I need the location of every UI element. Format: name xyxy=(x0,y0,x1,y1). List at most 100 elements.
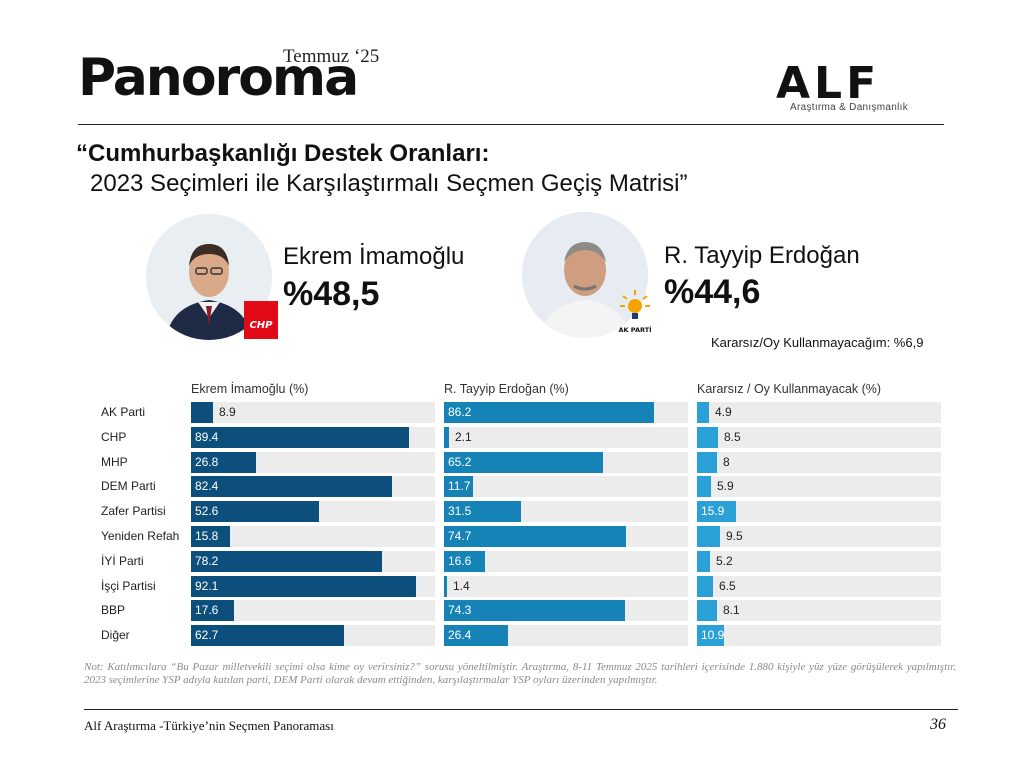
bar xyxy=(444,426,449,448)
bar xyxy=(191,600,234,622)
bar xyxy=(697,600,717,622)
candidate-name-imamoglu: Ekrem İmamoğlu xyxy=(283,243,465,270)
bar-value-label: 65.2 xyxy=(448,454,472,469)
page-subtitle: 2023 Seçimleri ile Karşılaştırmalı Seçme… xyxy=(90,170,688,197)
erdogan-portrait xyxy=(522,212,648,338)
issue-date: Temmuz ‘25 xyxy=(283,46,380,67)
bar xyxy=(697,501,736,523)
bar-track: 1.4 xyxy=(444,575,688,597)
bar xyxy=(697,426,718,448)
bar xyxy=(444,600,625,622)
bar-value-label: 9.5 xyxy=(726,529,743,543)
bar-track: 78.2 xyxy=(191,550,435,572)
page-number: 36 xyxy=(930,716,946,733)
bar-value-label: 11.7 xyxy=(448,479,471,494)
bar-value-label: 15.8 xyxy=(195,529,219,543)
bar xyxy=(191,575,416,597)
bar xyxy=(191,526,230,547)
bar-value-label: 8 xyxy=(723,454,730,469)
company-subtitle: Araştırma & Danışmanlık xyxy=(790,102,909,113)
ak-parti-badge-icon: AK PARTİ xyxy=(618,290,652,334)
bar-value-label: 8.1 xyxy=(723,603,740,618)
bar-track: 8.5 xyxy=(697,426,941,448)
bar-track: 86.2 xyxy=(444,402,688,423)
party-label: AK Parti xyxy=(101,405,146,419)
bar-value-label: 92.1 xyxy=(195,578,219,593)
bar xyxy=(697,451,717,473)
bar-track: 74.7 xyxy=(444,526,688,547)
bar-track: 92.1 xyxy=(191,575,435,597)
bar-track: 2.1 xyxy=(444,426,688,448)
header-divider xyxy=(78,124,944,125)
undecided-note: Kararsız/Oy Kullanmayacağım: %6,9 xyxy=(711,335,924,350)
bar xyxy=(444,402,654,423)
brand-title: Panoroma xyxy=(78,48,359,108)
bar-value-label: 82.4 xyxy=(195,479,219,494)
panel-title-3: Kararsız / Oy Kullanmayacak (%) xyxy=(697,382,882,396)
alf-logo-text: ALF xyxy=(776,60,880,102)
bar-value-label: 86.2 xyxy=(448,405,472,419)
bar-track: 10.9 xyxy=(697,625,941,647)
bar-value-label: 1.4 xyxy=(453,578,470,593)
bar-value-label: 15.9 xyxy=(701,504,725,519)
ak-parti-badge-text: AK PARTİ xyxy=(618,325,651,334)
bar-value-label: 2.1 xyxy=(455,429,472,444)
bar-value-label: 5.9 xyxy=(717,479,734,494)
imamoglu-portrait xyxy=(146,214,272,340)
bar xyxy=(697,476,711,498)
bar xyxy=(444,625,508,647)
bar-track: 8.9 xyxy=(191,402,435,423)
bar-value-label: 6.5 xyxy=(719,578,736,593)
footer-text: Alf Araştırma -Türkiye’nin Seçmen Panora… xyxy=(84,718,334,733)
bar-track: 26.8 xyxy=(191,451,435,473)
bar-track: 8 xyxy=(697,451,941,473)
bar-track: 8.1 xyxy=(697,600,941,622)
party-label: Zafer Partisi xyxy=(101,504,166,519)
bar xyxy=(444,476,473,498)
bar xyxy=(191,402,213,423)
bar xyxy=(191,501,319,523)
bar-track: 6.5 xyxy=(697,575,941,597)
bar-value-label: 26.8 xyxy=(195,454,219,469)
bar-value-label: 8.9 xyxy=(219,405,236,419)
bar xyxy=(191,451,256,473)
bar xyxy=(191,426,409,448)
bar xyxy=(191,625,344,647)
bar-value-label: 4.9 xyxy=(715,405,732,419)
candidate-name-erdogan: R. Tayyip Erdoğan xyxy=(664,242,860,269)
party-label: Yeniden Refah xyxy=(101,529,180,543)
bar-value-label: 31.5 xyxy=(448,504,472,519)
party-label: DEM Parti xyxy=(101,479,156,494)
bar xyxy=(697,625,724,647)
bar-track: 5.9 xyxy=(697,476,941,498)
party-label: İYİ Parti xyxy=(101,553,144,568)
chp-badge-text: CHP xyxy=(249,320,273,331)
bar xyxy=(444,550,485,572)
bar-track: 65.2 xyxy=(444,451,688,473)
party-label: İşçi Partisi xyxy=(101,578,156,593)
bar xyxy=(697,575,713,597)
bar-value-label: 52.6 xyxy=(195,504,219,519)
bar-value-label: 5.2 xyxy=(716,553,733,568)
bar-track: 31.5 xyxy=(444,501,688,523)
bar-track: 5.2 xyxy=(697,550,941,572)
page-title: “Cumhurbaşkanlığı Destek Oranları: xyxy=(76,140,490,167)
panel-title-2: R. Tayyip Erdoğan (%) xyxy=(444,382,569,396)
bar-value-label: 8.5 xyxy=(724,429,741,444)
bar-value-label: 26.4 xyxy=(448,628,472,643)
panel-title-1: Ekrem İmamoğlu (%) xyxy=(191,382,309,396)
bar-track: 11.7 xyxy=(444,476,688,498)
bar-value-label: 17.6 xyxy=(195,603,219,618)
alf-logo: ALF xyxy=(776,60,880,102)
bar-value-label: 10.9 xyxy=(701,628,725,643)
party-label: CHP xyxy=(101,429,127,444)
bar-value-label: 74.3 xyxy=(448,603,472,618)
bar-value-label: 62.7 xyxy=(195,628,219,643)
bar xyxy=(444,501,521,523)
methodology-footnote: Not: Katılımcılara “Bu Pazar milletvekil… xyxy=(84,661,956,686)
bar-value-label: 78.2 xyxy=(195,553,219,568)
bar-track: 26.4 xyxy=(444,625,688,647)
bar xyxy=(191,550,382,572)
bar xyxy=(444,575,447,597)
bar-track: 74.3 xyxy=(444,600,688,622)
